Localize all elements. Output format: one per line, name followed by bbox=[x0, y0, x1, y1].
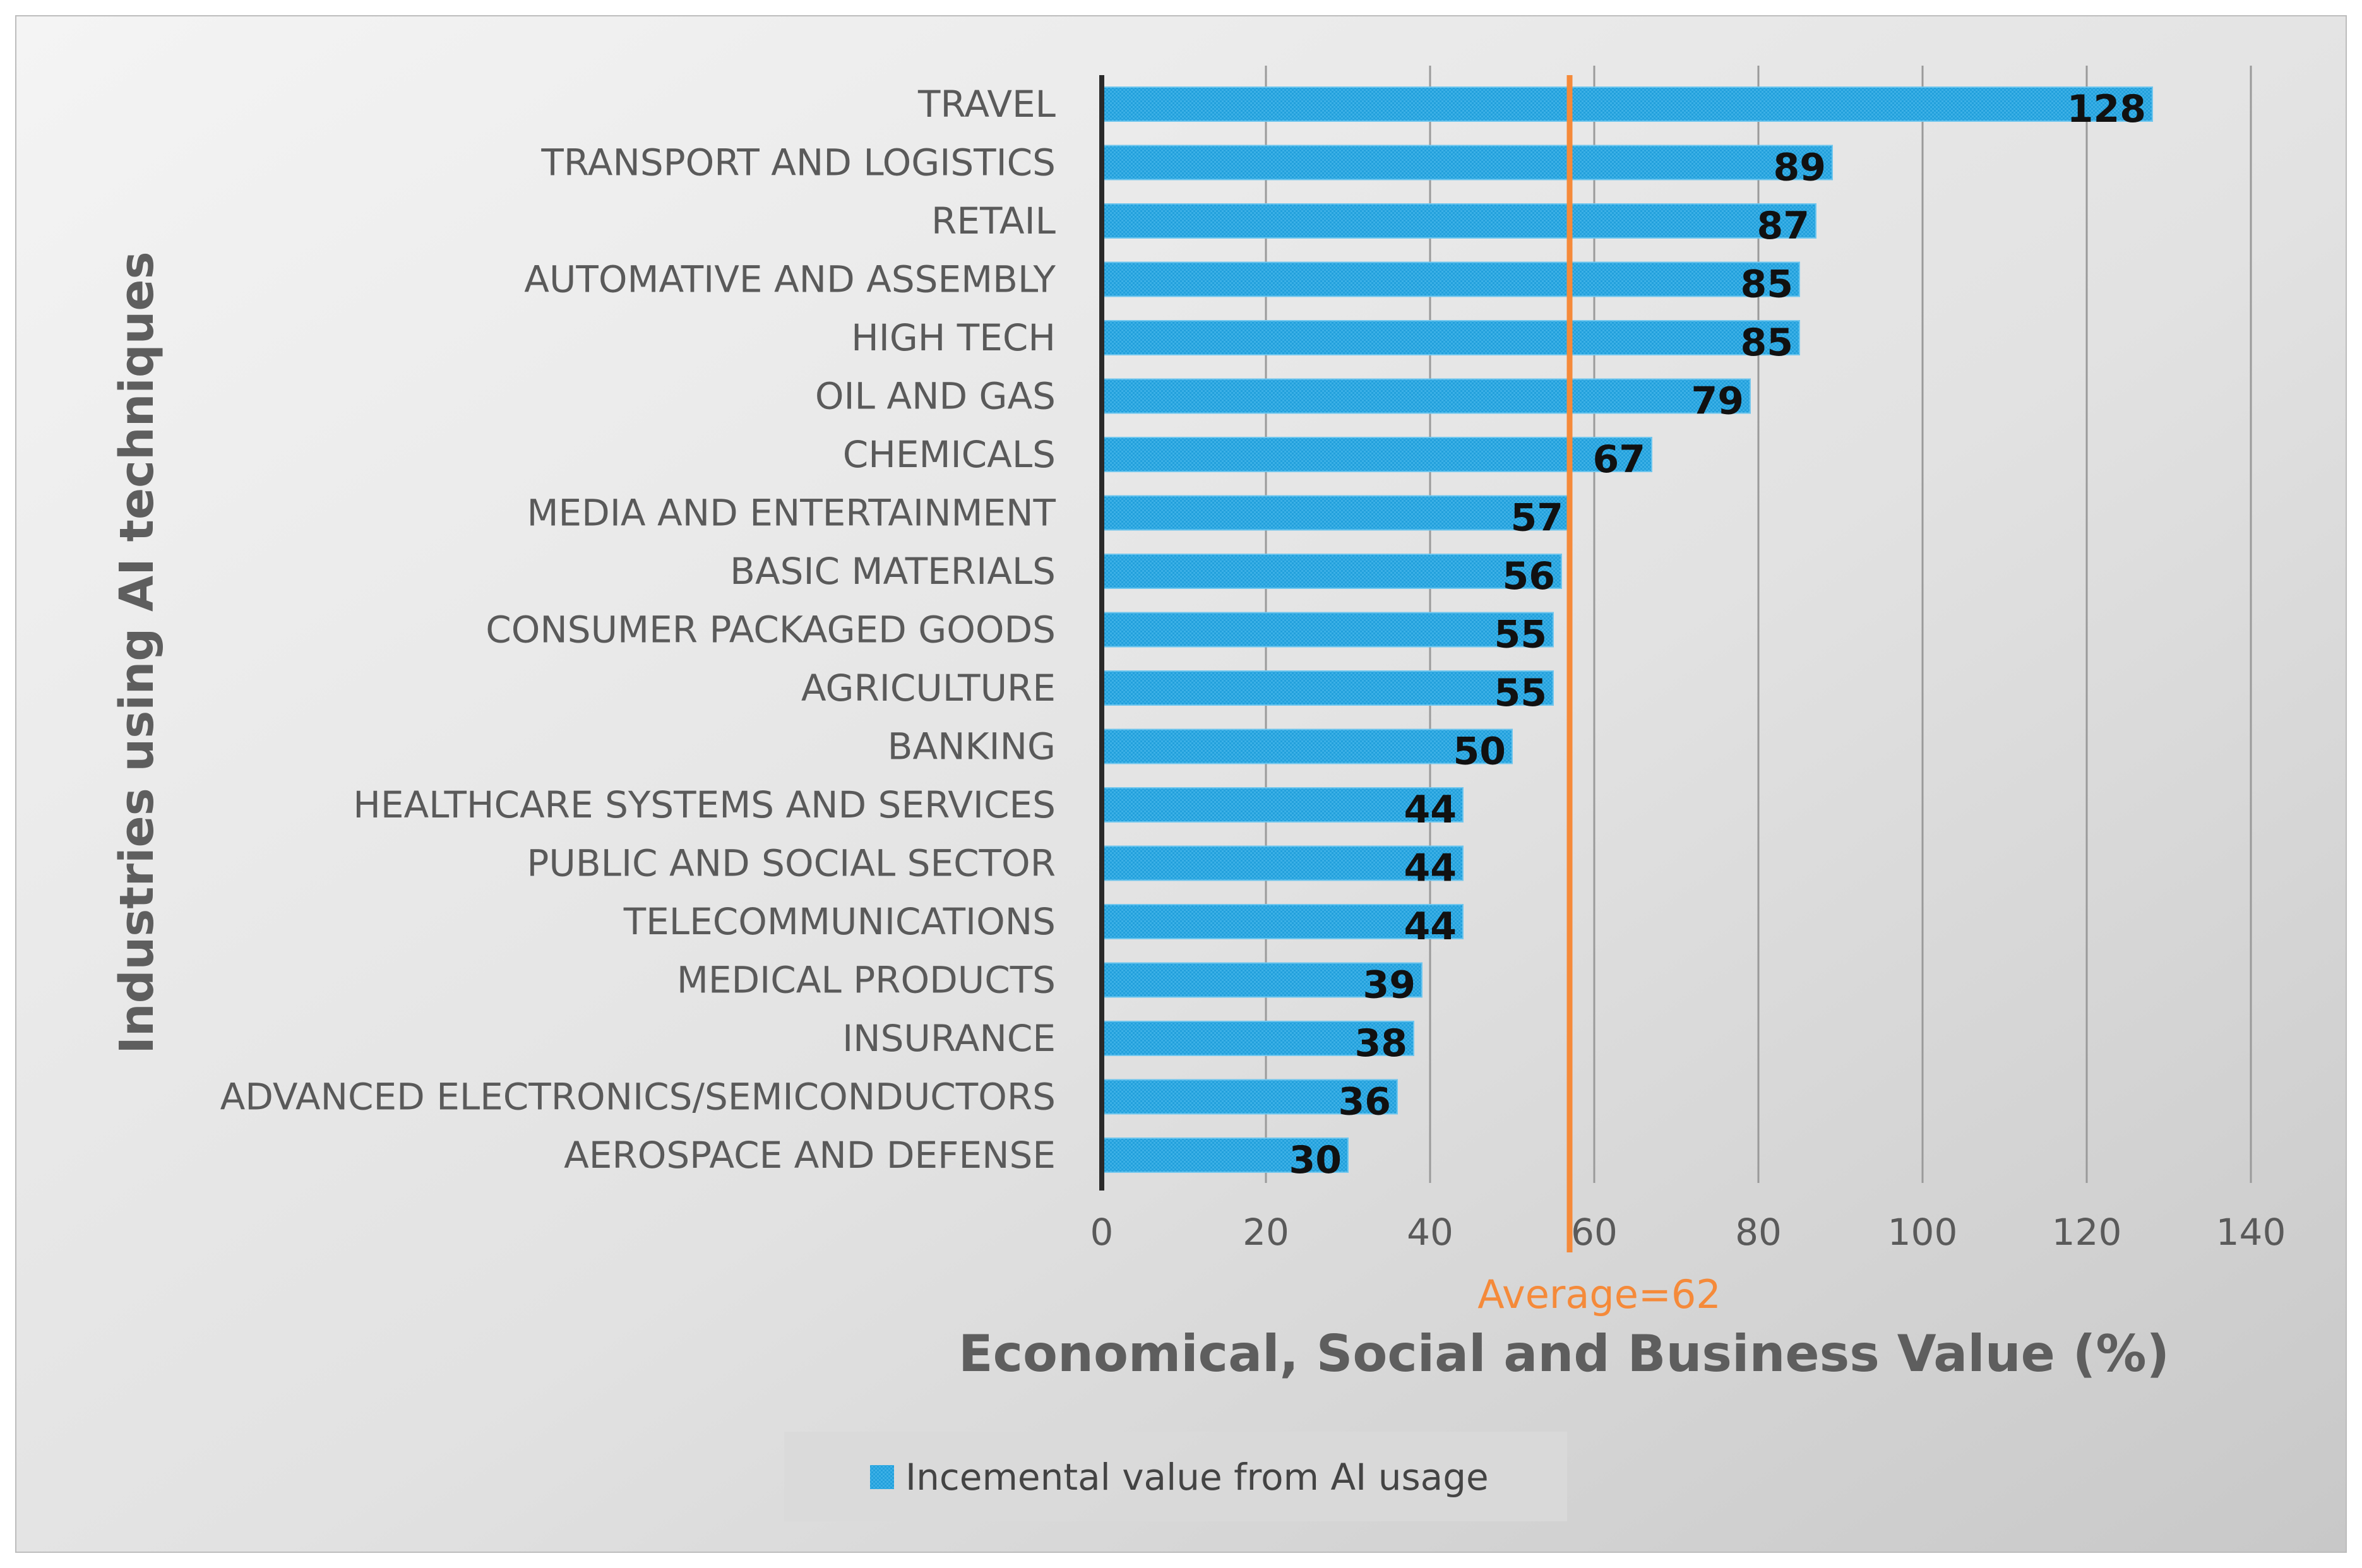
data-label: 50 bbox=[1453, 730, 1506, 774]
bar bbox=[1101, 904, 1464, 939]
bar bbox=[1101, 203, 1816, 239]
x-tick-label: 120 bbox=[2052, 1211, 2122, 1254]
bar bbox=[1101, 612, 1554, 648]
bar bbox=[1101, 728, 1513, 764]
bar-chart: 0 20 40 60 80 100 120 140 TRAVEL 128 TRANSPORT AND… bbox=[15, 15, 2347, 1553]
bar bbox=[1101, 787, 1464, 823]
legend-label: Incemental value from AI usage bbox=[905, 1456, 1489, 1499]
bar bbox=[1101, 437, 1652, 472]
bar bbox=[1101, 1137, 1349, 1173]
legend-swatch bbox=[870, 1465, 894, 1489]
category-label: TRANSPORT AND LOGISTICS bbox=[540, 141, 1056, 184]
data-label: 128 bbox=[2067, 87, 2146, 131]
bar bbox=[1101, 320, 1800, 355]
category-label: AUTOMATIVE AND ASSEMBLY bbox=[524, 258, 1056, 301]
bar bbox=[1101, 845, 1464, 881]
x-tick-label: 100 bbox=[1888, 1211, 1958, 1254]
data-label: 55 bbox=[1494, 613, 1548, 657]
category-label: TELECOMMUNICATIONS bbox=[623, 900, 1056, 943]
chart-area: 0 20 40 60 80 100 120 140 TRAVEL 128 TRANSPORT AND… bbox=[15, 15, 2347, 1553]
average-line-group: Average=62 bbox=[1477, 75, 1721, 1317]
category-label: AGRICULTURE bbox=[801, 667, 1056, 710]
data-label: 44 bbox=[1404, 788, 1457, 832]
data-label: 39 bbox=[1363, 963, 1416, 1007]
legend-box bbox=[784, 1432, 1567, 1521]
category-label: HEALTHCARE SYSTEMS AND SERVICES bbox=[353, 783, 1056, 826]
x-tick-label: 0 bbox=[1090, 1211, 1114, 1254]
category-label: CHEMICALS bbox=[843, 433, 1056, 476]
data-label: 87 bbox=[1757, 204, 1810, 248]
bar bbox=[1101, 378, 1751, 414]
labels: 0 20 40 60 80 100 120 140 TRAVEL 128 TRANSPORT AND… bbox=[220, 83, 2286, 1254]
category-label: PUBLIC AND SOCIAL SECTOR bbox=[527, 842, 1056, 885]
category-label: AEROSPACE AND DEFENSE bbox=[564, 1134, 1056, 1177]
data-label: 85 bbox=[1741, 321, 1794, 365]
category-label: MEDICAL PRODUCTS bbox=[677, 959, 1056, 1002]
bar bbox=[1101, 554, 1562, 589]
category-label: OIL AND GAS bbox=[815, 375, 1056, 418]
category-label: INSURANCE bbox=[842, 1017, 1056, 1060]
data-label: 55 bbox=[1494, 671, 1548, 715]
bar bbox=[1101, 1079, 1398, 1115]
data-label: 85 bbox=[1741, 263, 1794, 307]
x-tick-label: 80 bbox=[1735, 1211, 1782, 1254]
bar bbox=[1101, 261, 1800, 297]
bar bbox=[1101, 670, 1554, 706]
average-label: Average=62 bbox=[1477, 1271, 1721, 1317]
x-tick-label: 60 bbox=[1571, 1211, 1618, 1254]
data-label: 44 bbox=[1404, 905, 1457, 949]
x-tick-label: 40 bbox=[1407, 1211, 1453, 1254]
data-label: 79 bbox=[1691, 379, 1745, 424]
category-label: MEDIA AND ENTERTAINMENT bbox=[527, 492, 1056, 535]
category-label: BANKING bbox=[888, 725, 1056, 768]
category-label: ADVANCED ELECTRONICS/SEMICONDUCTORS bbox=[220, 1076, 1056, 1119]
legend: Incemental value from AI usage bbox=[784, 1432, 1567, 1521]
x-tick-label: 20 bbox=[1243, 1211, 1289, 1254]
bar bbox=[1101, 962, 1423, 998]
category-label: CONSUMER PACKAGED GOODS bbox=[486, 609, 1056, 651]
category-label: BASIC MATERIALS bbox=[730, 550, 1056, 593]
data-label: 36 bbox=[1339, 1080, 1392, 1124]
data-label: 38 bbox=[1355, 1021, 1408, 1066]
x-axis-title: Economical, Social and Business Value (%… bbox=[958, 1324, 2169, 1383]
y-axis-title: Industries using AI techniques bbox=[110, 251, 164, 1054]
bar bbox=[1101, 86, 2153, 122]
data-label: 44 bbox=[1404, 846, 1457, 891]
category-label: HIGH TECH bbox=[851, 316, 1056, 359]
bar bbox=[1101, 495, 1570, 531]
x-tick-label: 140 bbox=[2216, 1211, 2286, 1254]
bar bbox=[1101, 1021, 1414, 1056]
data-label: 67 bbox=[1593, 437, 1646, 482]
category-label: TRAVEL bbox=[917, 83, 1056, 126]
bar bbox=[1101, 145, 1833, 181]
data-label: 30 bbox=[1289, 1138, 1342, 1182]
data-label: 89 bbox=[1774, 146, 1827, 190]
data-label: 57 bbox=[1511, 496, 1564, 540]
bars bbox=[1101, 86, 2153, 1173]
data-label: 56 bbox=[1503, 554, 1556, 598]
category-label: RETAIL bbox=[931, 199, 1056, 242]
